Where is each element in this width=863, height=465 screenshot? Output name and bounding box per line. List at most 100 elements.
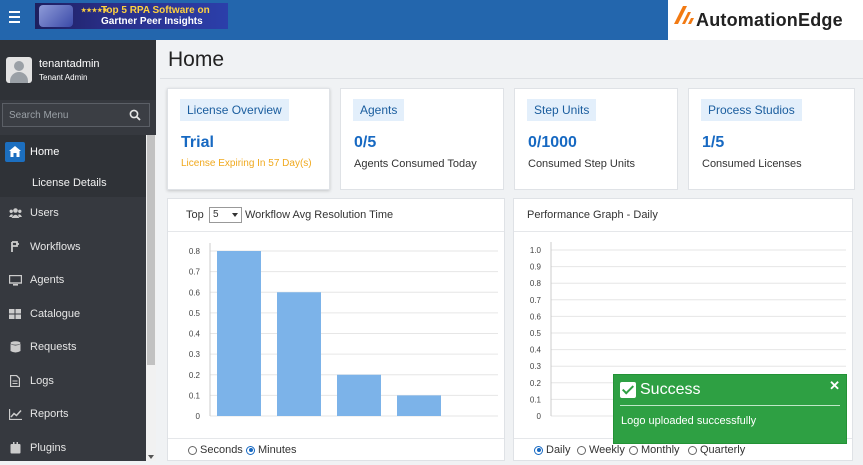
sidebar-item-label: Reports bbox=[30, 408, 69, 421]
sidebar-item-label: Logs bbox=[30, 374, 54, 387]
top-count-select[interactable]: 5 bbox=[209, 207, 242, 223]
y-tick-label: 1.0 bbox=[530, 246, 542, 255]
sidebar-item-label: Users bbox=[30, 207, 59, 220]
radio-button[interactable] bbox=[188, 445, 197, 455]
radio-weekly[interactable]: Weekly bbox=[577, 444, 625, 456]
sidebar-menu: Home License Details Users Workflows Age… bbox=[0, 135, 146, 465]
y-tick-label: 0.6 bbox=[530, 312, 542, 321]
card-value: 1/5 bbox=[702, 134, 725, 151]
radio-button[interactable] bbox=[534, 445, 543, 455]
toast-title: Success bbox=[640, 381, 701, 398]
license-expiry-text: License Expiring In 57 Day(s) bbox=[181, 158, 312, 169]
toast-divider bbox=[620, 405, 840, 406]
user-role: Tenant Admin bbox=[39, 73, 88, 82]
sidebar-scrollbar[interactable] bbox=[146, 135, 156, 461]
y-tick-label: 0.3 bbox=[189, 350, 201, 359]
license-overview-card[interactable]: License Overview Trial License Expiring … bbox=[167, 88, 330, 190]
success-toast: Success ✕ Logo uploaded successfully bbox=[613, 374, 847, 444]
brand-mark-icon bbox=[674, 6, 694, 24]
gartner-banner[interactable]: ★★★★★ Top 5 RPA Software on Gartner Peer… bbox=[35, 3, 228, 29]
monitor-icon bbox=[0, 274, 30, 286]
sidebar-item-plugins[interactable]: Plugins bbox=[0, 431, 146, 465]
sidebar-item-license-details[interactable]: License Details bbox=[0, 168, 146, 197]
y-tick-label: 0.9 bbox=[530, 263, 542, 272]
card-header: Agents bbox=[353, 99, 405, 121]
users-icon bbox=[0, 208, 30, 219]
home-icon bbox=[5, 141, 25, 162]
y-tick-label: 0.1 bbox=[189, 391, 201, 400]
sidebar-item-label: Plugins bbox=[30, 441, 67, 454]
sidebar-item-label: Requests bbox=[30, 341, 77, 354]
sidebar-item-label: Home bbox=[30, 145, 60, 158]
user-name: tenantadmin bbox=[39, 58, 100, 70]
top-bar: ★★★★★ Top 5 RPA Software on Gartner Peer… bbox=[0, 0, 863, 40]
reports-icon bbox=[0, 408, 30, 420]
card-header: Process Studios bbox=[701, 99, 802, 121]
card-header: License Overview bbox=[180, 99, 289, 121]
card-value: 0/5 bbox=[354, 134, 377, 151]
banner-line-1: Top 5 RPA Software on bbox=[101, 5, 210, 16]
hamburger-menu-icon[interactable] bbox=[0, 0, 28, 34]
radio-button[interactable] bbox=[629, 445, 638, 455]
radio-button[interactable] bbox=[577, 445, 586, 455]
y-tick-label: 0.5 bbox=[530, 329, 542, 338]
bar bbox=[337, 374, 381, 416]
radio-minutes[interactable]: Minutes bbox=[246, 444, 297, 456]
main-content: Home License Overview Trial License Expi… bbox=[160, 40, 863, 461]
y-tick-label: 0.2 bbox=[189, 371, 201, 380]
y-tick-label: 0.6 bbox=[189, 288, 201, 297]
step-units-card[interactable]: Step Units 0/1000 Consumed Step Units bbox=[514, 88, 678, 190]
y-tick-label: 0.2 bbox=[530, 379, 542, 388]
toast-message: Logo uploaded successfully bbox=[621, 415, 757, 427]
scrollbar-thumb[interactable] bbox=[147, 135, 155, 365]
card-subtitle: Consumed Step Units bbox=[528, 158, 635, 170]
banner-line-2: Gartner Peer Insights bbox=[101, 16, 203, 27]
radio-label: Daily bbox=[546, 444, 571, 456]
close-icon[interactable]: ✕ bbox=[829, 378, 840, 393]
sidebar-item-logs[interactable]: Logs bbox=[0, 364, 146, 398]
card-header: Step Units bbox=[527, 99, 597, 121]
y-tick-label: 0 bbox=[196, 412, 201, 421]
y-tick-label: 0 bbox=[537, 412, 542, 421]
title-divider bbox=[160, 78, 863, 79]
sidebar-item-reports[interactable]: Reports bbox=[0, 398, 146, 432]
sidebar-item-label: License Details bbox=[32, 176, 107, 189]
process-studios-card[interactable]: Process Studios 1/5 Consumed Licenses bbox=[688, 88, 855, 190]
panel-footer: Seconds Minutes bbox=[168, 438, 504, 460]
sidebar-item-home[interactable]: Home bbox=[0, 135, 146, 169]
panel-title: Performance Graph - Daily bbox=[527, 209, 658, 221]
sidebar-item-requests[interactable]: Requests bbox=[0, 331, 146, 365]
radio-label: Minutes bbox=[258, 444, 297, 456]
top-count-value: 5 bbox=[213, 209, 219, 220]
card-subtitle: Consumed Licenses bbox=[702, 158, 802, 170]
radio-quarterly[interactable]: Quarterly bbox=[688, 444, 745, 456]
radio-button[interactable] bbox=[246, 445, 255, 455]
agents-card[interactable]: Agents 0/5 Agents Consumed Today bbox=[340, 88, 504, 190]
sidebar-item-workflows[interactable]: Workflows bbox=[0, 230, 146, 264]
sidebar-item-users[interactable]: Users bbox=[0, 197, 146, 231]
brand-name: AutomationEdge bbox=[696, 10, 843, 30]
radio-label: Monthly bbox=[641, 444, 680, 456]
radio-monthly[interactable]: Monthly bbox=[629, 444, 680, 456]
y-tick-label: 0.3 bbox=[530, 362, 542, 371]
sidebar-item-catalogue[interactable]: Catalogue bbox=[0, 297, 146, 331]
radio-label: Quarterly bbox=[700, 444, 746, 456]
sidebar-item-agents[interactable]: Agents bbox=[0, 264, 146, 298]
scroll-down-arrow-icon[interactable] bbox=[148, 455, 154, 459]
sidebar-item-label: Catalogue bbox=[30, 307, 81, 320]
sidebar-item-label: Workflows bbox=[30, 240, 81, 253]
y-tick-label: 0.4 bbox=[530, 346, 542, 355]
top-label: Top bbox=[186, 209, 204, 221]
panel-header: Top 5 Workflow Avg Resolution Time bbox=[168, 199, 504, 232]
radio-daily[interactable]: Daily bbox=[534, 444, 570, 456]
search-icon[interactable] bbox=[129, 109, 141, 121]
brand-logo[interactable]: AutomationEdge bbox=[668, 0, 863, 40]
y-tick-label: 0.7 bbox=[530, 296, 542, 305]
radio-seconds[interactable]: Seconds bbox=[188, 444, 243, 456]
sidebar-item-label: Agents bbox=[30, 274, 65, 287]
radio-button[interactable] bbox=[688, 445, 697, 455]
robot-icon bbox=[39, 5, 73, 27]
search-input[interactable] bbox=[3, 104, 123, 126]
bar bbox=[277, 292, 321, 416]
toast-header: Success bbox=[620, 381, 700, 399]
